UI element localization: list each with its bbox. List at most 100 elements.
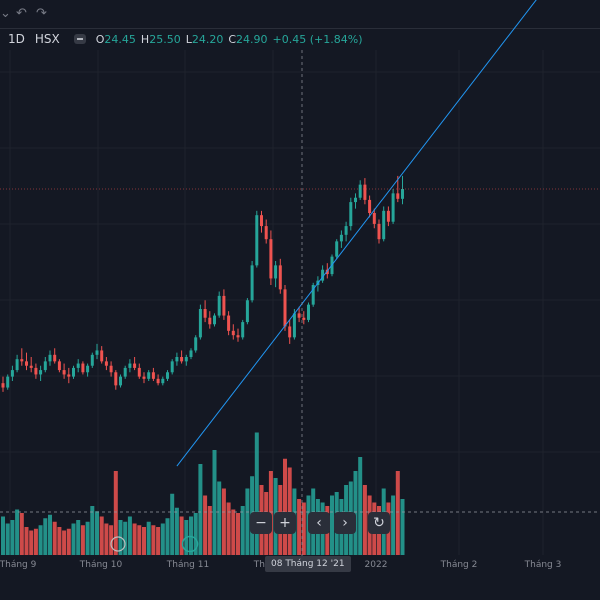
volume-bar xyxy=(362,485,367,555)
candle-body xyxy=(15,359,19,371)
candle-body xyxy=(386,210,390,222)
dividend-marker[interactable] xyxy=(181,535,199,553)
undo-icon[interactable]: ↶ xyxy=(16,6,27,21)
reset-chart-button[interactable]: ↻ xyxy=(368,512,390,534)
candle-body xyxy=(264,226,268,240)
volume-bar xyxy=(217,481,222,555)
volume-bar xyxy=(71,523,76,555)
candle-body xyxy=(245,300,249,323)
volume-bar xyxy=(137,525,142,555)
open-label: O xyxy=(95,32,105,46)
volume-bar xyxy=(142,527,146,555)
top-toolbar: ⌄ ↶ ↷ xyxy=(0,0,600,29)
x-axis-label: 2022 xyxy=(365,560,388,570)
volume-bar xyxy=(48,514,52,555)
candle-body xyxy=(325,269,329,275)
candle-body xyxy=(208,317,212,325)
scroll-left-button[interactable]: ‹ xyxy=(308,512,330,534)
candle-body xyxy=(260,215,263,227)
candle-body xyxy=(184,357,188,362)
candle-body xyxy=(288,326,292,338)
candle-body xyxy=(391,193,395,222)
close-label: C xyxy=(228,32,237,46)
symbol-header: 1D HSX O24.45 H25.50 L24.20 C24.90 +0.45… xyxy=(0,29,362,49)
volume-bar xyxy=(226,502,231,555)
volume-bar xyxy=(66,528,71,555)
low-label: L xyxy=(185,32,192,46)
candle-body xyxy=(274,265,278,279)
candle-body xyxy=(123,367,127,377)
volume-bar xyxy=(156,527,161,555)
candle-body xyxy=(62,370,66,375)
candle-body xyxy=(133,363,137,368)
volume-bar xyxy=(99,516,104,555)
candle-body xyxy=(90,354,94,366)
candle-body xyxy=(307,304,310,320)
candle-body xyxy=(156,378,160,384)
high-value: 25.50 xyxy=(149,32,181,46)
volume-bar xyxy=(10,520,15,555)
volume-bar xyxy=(5,523,10,555)
volume-bar xyxy=(170,493,175,555)
exchange-label[interactable]: HSX xyxy=(34,32,60,46)
volume-bar xyxy=(95,511,99,555)
volume-bar xyxy=(231,509,236,555)
crosshair-date-label: 08 Tháng 12 '21 xyxy=(265,556,351,572)
candle-body xyxy=(302,317,306,320)
open-value: 24.45 xyxy=(104,32,136,46)
zoom-out-button[interactable]: − xyxy=(250,512,272,534)
x-axis-label: Tháng 9 xyxy=(0,560,37,570)
change-value: +0.45 (+1.84%) xyxy=(272,32,363,46)
event-marker[interactable] xyxy=(110,536,126,552)
volume-bar xyxy=(127,516,132,555)
volume-bar xyxy=(146,521,151,555)
candle-body xyxy=(6,376,10,388)
zoom-in-button[interactable]: + xyxy=(274,512,296,534)
candle-body xyxy=(213,315,216,325)
volume-bar xyxy=(236,513,240,555)
candle-body xyxy=(227,315,231,331)
volume-bar xyxy=(287,467,292,555)
candle-body xyxy=(57,361,61,371)
candle-body xyxy=(382,210,386,240)
volume-bar xyxy=(198,464,203,555)
candle-body xyxy=(292,313,296,338)
visibility-toggle-icon[interactable] xyxy=(73,34,86,44)
interval-label[interactable]: 1D xyxy=(8,32,25,46)
volume-bar xyxy=(193,513,198,555)
candle-body xyxy=(170,361,174,373)
candle-body xyxy=(151,372,155,379)
candle-body xyxy=(236,335,240,338)
volume-bar xyxy=(358,457,363,555)
volume-bar xyxy=(43,518,48,555)
candle-body xyxy=(114,372,118,386)
volume-bar xyxy=(132,523,137,555)
candle-body xyxy=(297,313,301,318)
volume-bar xyxy=(160,523,165,555)
candle-body xyxy=(142,376,146,379)
scroll-right-button[interactable]: › xyxy=(334,512,356,534)
volume-bar xyxy=(330,495,334,555)
volume-bar xyxy=(29,530,34,555)
candle-body xyxy=(354,197,357,203)
candle-body xyxy=(189,350,193,357)
volume-bar xyxy=(24,527,29,555)
candle-body xyxy=(344,226,348,235)
volume-bar xyxy=(123,521,128,555)
candle-body xyxy=(95,350,99,355)
candle-body xyxy=(20,359,24,362)
candle-body xyxy=(67,374,71,377)
redo-icon[interactable]: ↷ xyxy=(36,6,47,21)
candlesticks xyxy=(1,175,404,392)
candle-body xyxy=(250,265,254,301)
candle-body xyxy=(100,350,104,362)
volume-bar xyxy=(212,450,217,555)
volume-bar xyxy=(207,506,212,555)
volume-bar xyxy=(113,471,118,555)
trendline[interactable] xyxy=(176,0,544,467)
candle-body xyxy=(198,309,202,338)
chevron-down-icon[interactable]: ⌄ xyxy=(0,6,11,21)
candle-body xyxy=(349,202,353,227)
candle-body xyxy=(269,239,273,279)
